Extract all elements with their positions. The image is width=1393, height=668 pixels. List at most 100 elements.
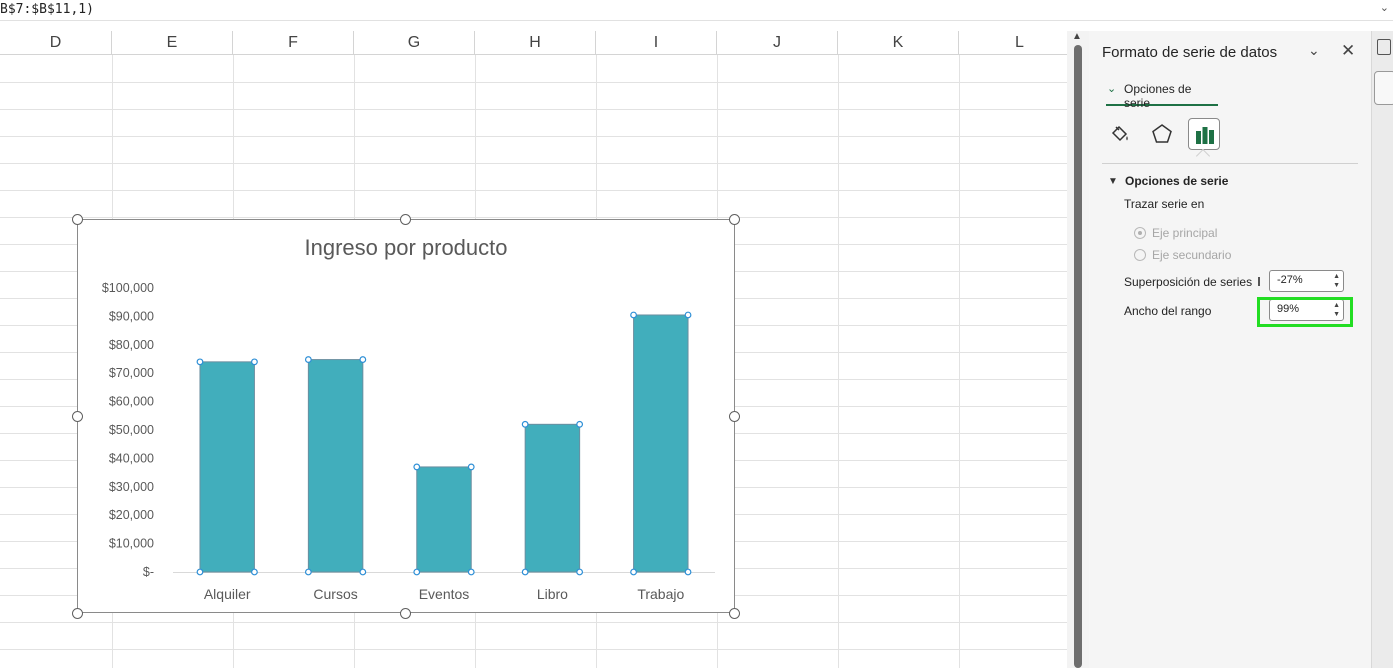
- radio-button[interactable]: [1134, 227, 1146, 239]
- close-icon[interactable]: ✕: [1341, 41, 1356, 60]
- resize-handle-top-left[interactable]: [72, 214, 83, 225]
- fill-line-tab[interactable]: [1104, 118, 1136, 150]
- y-tick-label: $50,000: [109, 423, 154, 437]
- bar-trabajo[interactable]: [633, 314, 689, 573]
- bar-selection-handle[interactable]: [630, 568, 637, 576]
- radio-secondary-axis-label: Eje secundario: [1152, 248, 1232, 262]
- bar-selection-handle[interactable]: [467, 568, 475, 576]
- radio-primary-axis-label: Eje principal: [1152, 226, 1218, 240]
- scroll-up-arrow-icon[interactable]: ▲: [1072, 31, 1082, 42]
- bar-selection-handle[interactable]: [684, 311, 692, 319]
- bar-selection-handle[interactable]: [413, 568, 421, 576]
- y-tick-label: $10,000: [109, 537, 154, 551]
- column-header-f[interactable]: F: [233, 31, 354, 55]
- bar-cursos[interactable]: [307, 359, 364, 573]
- bar-selection-handle[interactable]: [467, 463, 475, 471]
- bar-selection-handle[interactable]: [576, 420, 584, 428]
- spin-up-icon[interactable]: ▲: [1333, 302, 1340, 309]
- bar-libro[interactable]: [524, 423, 581, 573]
- column-header-k[interactable]: K: [838, 31, 959, 55]
- column-header-d[interactable]: D: [0, 31, 112, 55]
- y-tick-label: $80,000: [109, 338, 154, 352]
- column-header-g[interactable]: G: [354, 31, 475, 55]
- chart-title[interactable]: Ingreso por producto: [304, 235, 508, 260]
- y-tick-label: $30,000: [109, 480, 154, 494]
- resize-handle-bottom-left[interactable]: [72, 608, 83, 619]
- series-overlap-value[interactable]: -27%: [1277, 274, 1303, 286]
- column-header-h[interactable]: H: [475, 31, 596, 55]
- chevron-down-icon[interactable]: ⌄: [1308, 42, 1320, 58]
- bar-selection-handle[interactable]: [684, 568, 692, 576]
- effects-tab[interactable]: [1146, 118, 1178, 150]
- gap-width-spinner[interactable]: 99% ▲ ▼: [1269, 299, 1344, 321]
- series-overlap-spinner[interactable]: -27% ▲ ▼: [1269, 270, 1344, 292]
- gap-width-value[interactable]: 99%: [1277, 303, 1300, 315]
- bar-selection-handle[interactable]: [521, 568, 529, 576]
- column-header-i[interactable]: I: [596, 31, 717, 55]
- bar-selection-handle[interactable]: [304, 568, 312, 576]
- bar-chart-icon: [1196, 127, 1214, 144]
- chevron-down-icon[interactable]: ▼: [1108, 176, 1118, 187]
- panel-divider: [1102, 163, 1358, 164]
- section-series-options[interactable]: Opciones de serie: [1125, 174, 1229, 188]
- y-tick-label: $70,000: [109, 366, 154, 380]
- tab-series-options[interactable]: ⌄ Opciones de serie: [1106, 80, 1218, 110]
- bar-selection-handle[interactable]: [196, 568, 204, 576]
- column-header-e[interactable]: E: [112, 31, 233, 55]
- y-tick-label: $20,000: [109, 508, 154, 522]
- spin-down-icon[interactable]: ▼: [1333, 311, 1340, 318]
- resize-handle-left[interactable]: [72, 411, 83, 422]
- pentagon-icon: [1152, 124, 1172, 143]
- resize-handle-right[interactable]: [729, 411, 740, 422]
- bar-eventos[interactable]: [416, 466, 472, 573]
- bar-selection-handle[interactable]: [576, 568, 584, 576]
- bar-chart[interactable]: Ingreso por producto $100,000 $90,000 $80,…: [77, 219, 735, 613]
- spin-down-icon[interactable]: ▼: [1333, 282, 1340, 289]
- bar-selection-handle[interactable]: [304, 356, 312, 363]
- format-pane-button[interactable]: [1374, 71, 1393, 105]
- bar-selection-handle[interactable]: [521, 420, 529, 428]
- task-pane-strip: [1371, 31, 1393, 668]
- resize-handle-top[interactable]: [400, 214, 411, 225]
- paint-bucket-icon: [1111, 125, 1128, 142]
- tab-series-options-label: Opciones de serie: [1124, 82, 1192, 110]
- resize-handle-bottom-right[interactable]: [729, 608, 740, 619]
- formula-text[interactable]: B$7:$B$11,1): [0, 2, 94, 17]
- highlight-box: [1257, 297, 1353, 327]
- document-icon[interactable]: [1377, 39, 1391, 55]
- column-header-l[interactable]: L: [1015, 34, 1024, 51]
- bar-selection-handle[interactable]: [251, 358, 258, 366]
- y-tick-label: $-: [143, 565, 154, 579]
- slider-tick[interactable]: [1258, 277, 1260, 286]
- scrollbar-thumb[interactable]: [1074, 45, 1082, 668]
- bar-alquiler[interactable]: [199, 361, 255, 573]
- bar-selection-handle[interactable]: [359, 356, 367, 363]
- column-header-row: D E F G H I J K L: [0, 31, 1067, 55]
- x-tick-label: Trabajo: [637, 586, 684, 602]
- spin-up-icon[interactable]: ▲: [1333, 273, 1340, 280]
- bar-selection-handle[interactable]: [413, 463, 421, 471]
- x-tick-label: Alquiler: [204, 586, 251, 602]
- active-tab-pointer: [1195, 148, 1211, 164]
- bar-selection-handle[interactable]: [359, 568, 367, 576]
- bar-selection-handle[interactable]: [251, 568, 258, 576]
- series-options-tab[interactable]: [1188, 118, 1220, 150]
- formula-bar[interactable]: B$7:$B$11,1) ⌄: [0, 0, 1393, 21]
- chevron-down-icon: ⌄: [1107, 83, 1117, 95]
- resize-handle-top-right[interactable]: [729, 214, 740, 225]
- gap-width-label: Ancho del rango: [1124, 304, 1212, 318]
- y-tick-label: $40,000: [109, 451, 154, 465]
- radio-button[interactable]: [1134, 249, 1146, 261]
- format-data-series-panel: Formato de serie de datos ⌄ ✕ ⌄ Opciones…: [1089, 31, 1371, 668]
- chevron-down-icon[interactable]: ⌄: [1379, 2, 1389, 14]
- plot-series-on-label: Trazar serie en: [1124, 197, 1205, 211]
- bar-selection-handle[interactable]: [630, 311, 637, 319]
- vertical-scrollbar[interactable]: ▲: [1067, 31, 1089, 668]
- column-header-j[interactable]: J: [717, 31, 838, 55]
- panel-title: Formato de serie de datos: [1102, 44, 1278, 61]
- y-tick-label: $90,000: [109, 309, 154, 323]
- x-tick-label: Cursos: [313, 586, 357, 602]
- resize-handle-bottom[interactable]: [400, 608, 411, 619]
- bar-selection-handle[interactable]: [196, 358, 204, 366]
